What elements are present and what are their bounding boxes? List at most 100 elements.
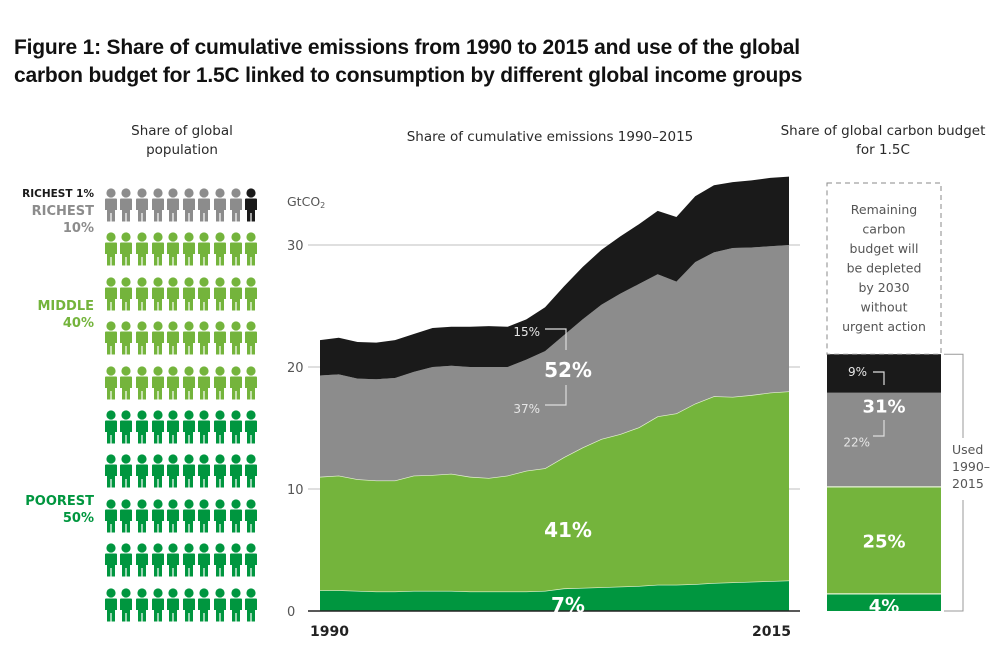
person-icon xyxy=(134,499,150,539)
budget-annotation-richest-10: 22% xyxy=(843,436,870,450)
person-icon xyxy=(243,277,259,317)
label-richest-10-line-2: 10% xyxy=(62,221,94,236)
person-icon xyxy=(243,321,259,361)
person-icon xyxy=(119,365,135,406)
person-icon xyxy=(181,499,197,539)
person-icon xyxy=(150,587,166,628)
person-icon xyxy=(243,232,259,272)
person-icon xyxy=(197,499,213,539)
figure-title-line-2: carbon budget for 1.5C linked to consump… xyxy=(14,64,803,87)
y-tick-label: 0 xyxy=(287,605,295,620)
person-icon xyxy=(197,232,213,272)
label-poorest-50-line-1: POOREST xyxy=(25,494,94,509)
person-icon xyxy=(212,188,228,228)
person-icon xyxy=(228,499,244,539)
budget-bracket-richest-10 xyxy=(873,371,885,437)
label-richest-1: RICHEST 1% xyxy=(10,186,94,203)
person-icon xyxy=(243,454,259,494)
person-icon xyxy=(228,454,244,494)
person-icon xyxy=(119,410,135,450)
population-row xyxy=(103,499,259,543)
used-label-line: 1990– xyxy=(952,459,990,474)
person-icon xyxy=(228,543,244,583)
remaining-note-line: without xyxy=(861,300,908,315)
person-icon xyxy=(165,499,181,539)
population-row xyxy=(103,587,259,632)
person-icon xyxy=(150,188,166,228)
person-icon xyxy=(243,499,259,539)
person-icon xyxy=(150,321,166,361)
person-icon xyxy=(103,587,119,628)
person-icon xyxy=(134,277,150,317)
area-series xyxy=(319,176,790,611)
person-icon xyxy=(134,365,150,406)
person-icon xyxy=(103,499,119,539)
person-icon xyxy=(181,277,197,317)
person-icon xyxy=(212,410,228,450)
annotation-richest-1-share: 15% xyxy=(513,325,540,339)
emissions-chart-title: Share of cumulative emissions 1990–2015 xyxy=(406,129,694,145)
budget-annotation-poorest-50: 4% xyxy=(869,596,900,617)
person-icon xyxy=(103,232,119,272)
annotation-middle-40-share: 41% xyxy=(544,518,592,542)
person-icon xyxy=(197,587,213,628)
person-icon xyxy=(150,454,166,494)
person-icon xyxy=(134,587,150,628)
person-icon xyxy=(181,232,197,272)
label-richest-1-text: RICHEST 1% xyxy=(22,188,94,200)
person-icon xyxy=(103,454,119,494)
population-row xyxy=(103,321,259,365)
person-icon xyxy=(119,232,135,272)
person-icon xyxy=(243,410,259,450)
x-tick-label-end: 2015 xyxy=(752,624,791,640)
person-icon xyxy=(119,499,135,539)
population-title-line-1: Share of global xyxy=(131,123,233,139)
population-row xyxy=(103,188,259,232)
annotation-richest-10-share: 37% xyxy=(513,402,540,416)
person-icon xyxy=(103,188,119,228)
y-tick-label: 30 xyxy=(287,239,304,254)
person-icon xyxy=(165,321,181,361)
person-icon xyxy=(119,543,135,583)
remaining-note-line: by 2030 xyxy=(858,280,909,295)
figure-title: Figure 1: Share of cumulative emissions … xyxy=(14,34,994,90)
remaining-note-line: Remaining xyxy=(851,202,917,217)
person-icon xyxy=(134,410,150,450)
person-icon xyxy=(165,410,181,450)
used-label-line: 2015 xyxy=(952,476,984,491)
population-row xyxy=(103,543,259,587)
y-axis-unit-label: GtCO2 xyxy=(287,194,325,210)
person-icon xyxy=(150,232,166,272)
population-row xyxy=(103,454,259,498)
person-icon xyxy=(212,543,228,583)
person-icon xyxy=(228,277,244,317)
person-icon xyxy=(212,232,228,272)
population-row xyxy=(103,365,259,410)
person-icon xyxy=(165,188,181,228)
label-poorest-50-line-2: 50% xyxy=(62,511,94,526)
person-icon xyxy=(150,410,166,450)
person-icon xyxy=(181,587,197,628)
person-icon xyxy=(212,321,228,361)
person-icon xyxy=(150,277,166,317)
person-icon xyxy=(243,543,259,583)
chart-labels: 15% 52% 37% 41% 7% 9% 31% 22% 25% 4% xyxy=(513,325,905,617)
label-middle-40: MIDDLE 40% xyxy=(10,298,94,332)
person-icon xyxy=(181,188,197,228)
population-row xyxy=(103,410,259,454)
person-icon xyxy=(228,410,244,450)
person-icon xyxy=(197,410,213,450)
label-richest-10: RICHEST 10% xyxy=(10,203,94,237)
person-icon xyxy=(212,587,228,628)
annotation-richest-10-combined: 52% xyxy=(544,358,592,382)
person-icon xyxy=(165,277,181,317)
budget-annotation-middle-40: 25% xyxy=(862,531,905,552)
remaining-note-line: be depleted xyxy=(847,261,922,276)
person-icon xyxy=(181,365,197,406)
remaining-note-line: budget will xyxy=(850,241,919,256)
used-bracket xyxy=(944,353,964,612)
person-icon xyxy=(197,543,213,583)
population-panel-title: Share of global population xyxy=(92,122,272,160)
person-icon xyxy=(103,321,119,361)
person-icon xyxy=(119,188,135,228)
